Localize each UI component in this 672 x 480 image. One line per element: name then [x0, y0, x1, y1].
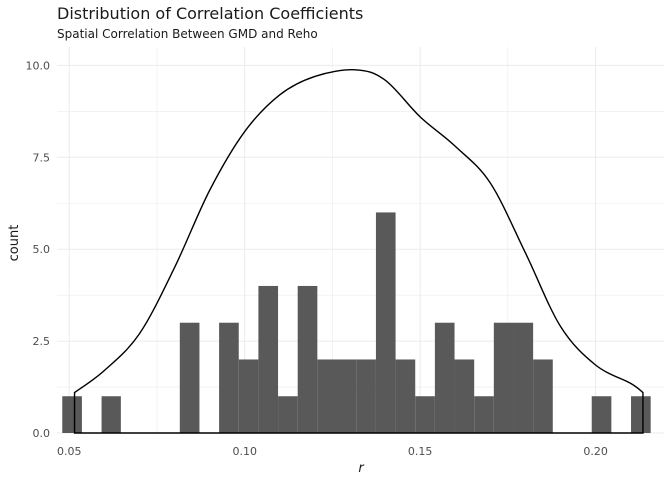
- density-curve-layer: [73, 69, 644, 434]
- x-axis-title: r: [358, 461, 365, 476]
- x-tick-label: 0.15: [408, 445, 433, 458]
- x-axis-ticks: 0.05 0.10 0.15 0.20: [57, 445, 608, 458]
- x-tick-label: 0.10: [232, 445, 257, 458]
- y-tick-label: 2.5: [33, 335, 51, 348]
- histogram-bar: [278, 396, 298, 433]
- histogram-bar: [513, 322, 534, 433]
- x-tick-label: 0.20: [583, 445, 608, 458]
- histogram-bar: [238, 359, 259, 433]
- histogram-bar: [533, 359, 553, 433]
- y-tick-label: 10.0: [26, 59, 51, 72]
- y-axis-title: count: [7, 225, 22, 262]
- chart-title: Distribution of Correlation Coefficients: [57, 4, 364, 23]
- histogram-bar: [395, 359, 416, 433]
- histogram-bars: [62, 212, 651, 433]
- histogram-bar: [179, 322, 200, 433]
- histogram-bar: [434, 322, 455, 433]
- histogram-bar: [631, 396, 651, 433]
- histogram-bar: [101, 396, 121, 433]
- y-tick-label: 7.5: [33, 151, 51, 164]
- histogram-bar: [356, 359, 376, 433]
- histogram-bar: [219, 322, 239, 433]
- histogram-bar: [415, 396, 435, 433]
- chart-subtitle: Spatial Correlation Between GMD and Reho: [57, 27, 318, 41]
- histogram-bar: [317, 359, 337, 433]
- histogram-bar: [493, 322, 514, 433]
- histogram-bar: [62, 396, 82, 433]
- x-tick-label: 0.05: [57, 445, 82, 458]
- histogram-bar: [297, 285, 318, 433]
- y-tick-label: 0.0: [33, 427, 51, 440]
- histogram-bar: [375, 212, 396, 433]
- y-tick-label: 5.0: [33, 243, 51, 256]
- histogram-bar: [454, 359, 475, 433]
- y-axis-ticks: 0.0 2.5 5.0 7.5 10.0: [26, 59, 51, 440]
- histogram-bar: [258, 285, 279, 433]
- density-curve: [73, 69, 644, 434]
- histogram-bar: [591, 396, 612, 433]
- histogram-bar: [474, 396, 494, 433]
- histogram-bar: [336, 359, 357, 433]
